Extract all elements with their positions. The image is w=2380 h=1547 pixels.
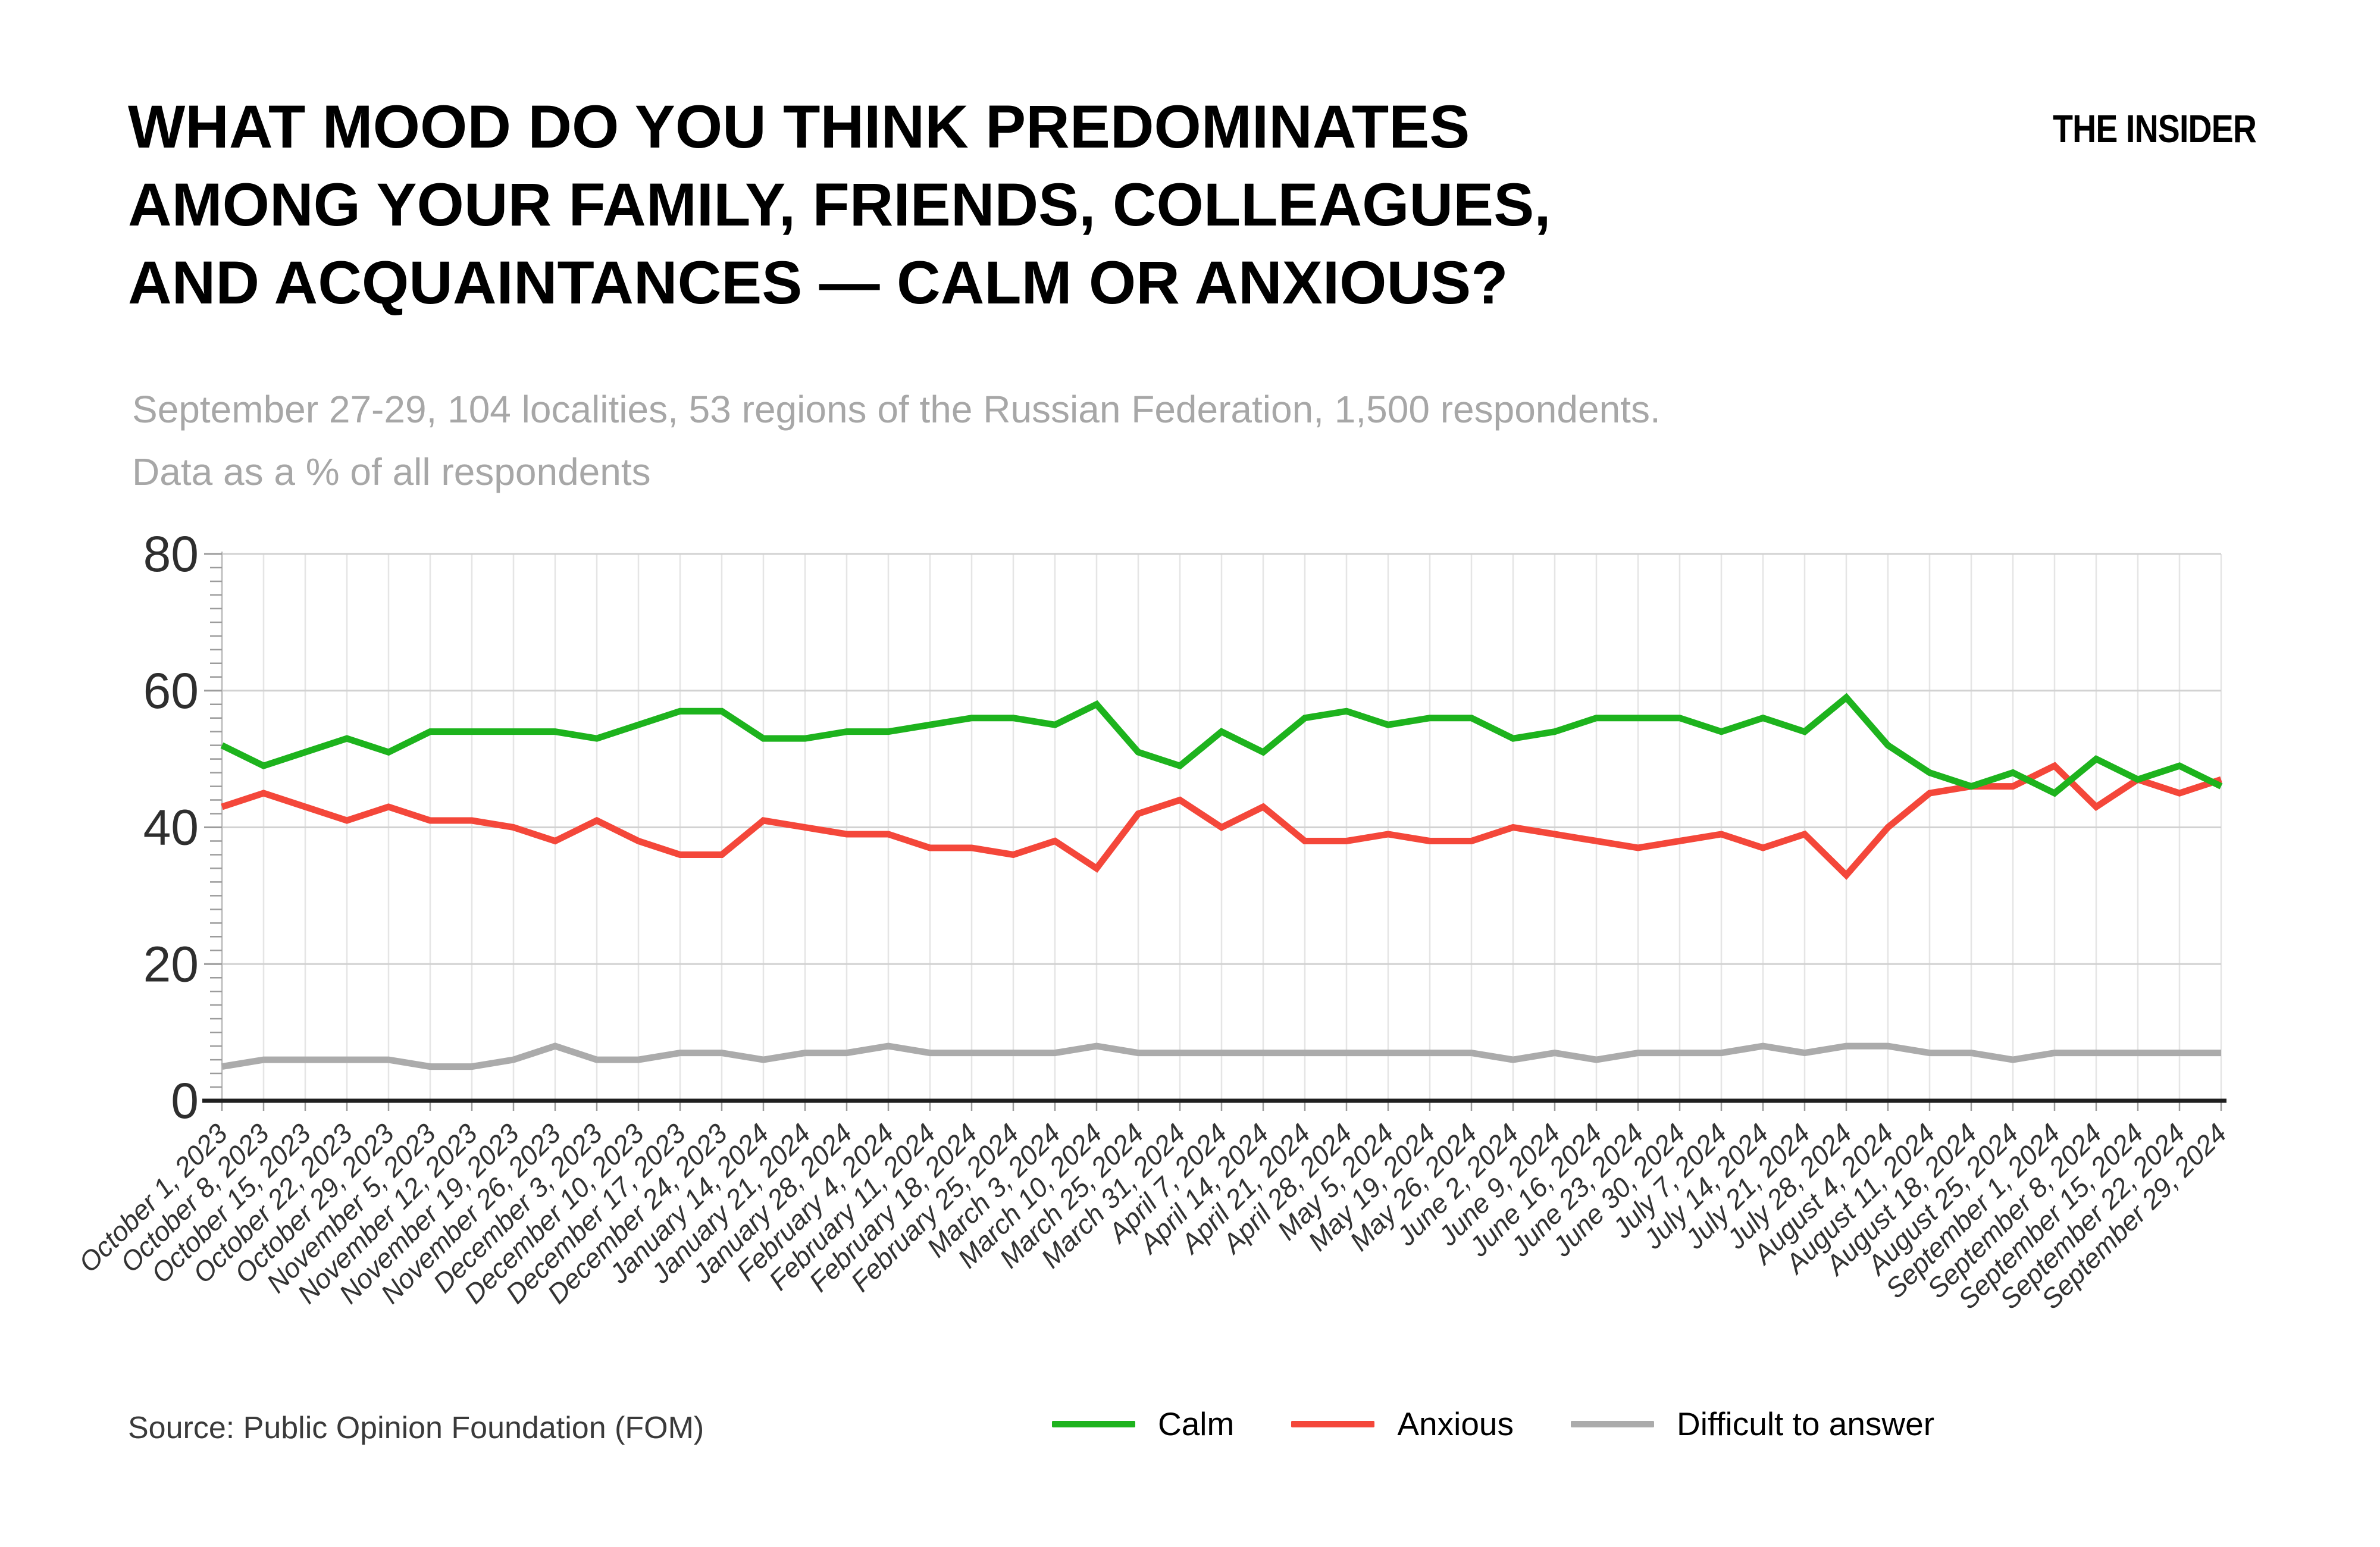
source-note: Source: Public Opinion Foundation (FOM) bbox=[128, 1411, 704, 1445]
chart-subtitle: September 27-29, 104 localities, 53 regi… bbox=[132, 388, 1661, 493]
svg-text:20: 20 bbox=[143, 936, 199, 992]
legend-item-calm: Calm bbox=[1052, 1405, 1234, 1443]
page-title: WHAT MOOD DO YOU THINK PREDOMINATES AMON… bbox=[128, 93, 1551, 317]
legend-label-anxious: Anxious bbox=[1397, 1405, 1514, 1442]
svg-text:0: 0 bbox=[171, 1073, 199, 1129]
chart-legend: Calm Anxious Difficult to answer bbox=[1052, 1397, 1934, 1451]
svg-text:40: 40 bbox=[143, 800, 199, 856]
difficult-line-swatch bbox=[1571, 1420, 1655, 1427]
legend-label-calm: Calm bbox=[1158, 1405, 1235, 1442]
footer-row: Source: Public Opinion Foundation (FOM) … bbox=[0, 1397, 2380, 1451]
anxious-line-swatch bbox=[1291, 1420, 1375, 1427]
svg-text:60: 60 bbox=[143, 663, 199, 719]
calm-line-swatch bbox=[1052, 1420, 1135, 1427]
the-insider-logo: THE INSIDER bbox=[2053, 107, 2257, 151]
legend-label-difficult: Difficult to answer bbox=[1677, 1405, 1935, 1442]
legend-item-anxious: Anxious bbox=[1291, 1405, 1514, 1443]
svg-text:80: 80 bbox=[143, 526, 199, 582]
legend-item-difficult: Difficult to answer bbox=[1571, 1405, 1934, 1443]
